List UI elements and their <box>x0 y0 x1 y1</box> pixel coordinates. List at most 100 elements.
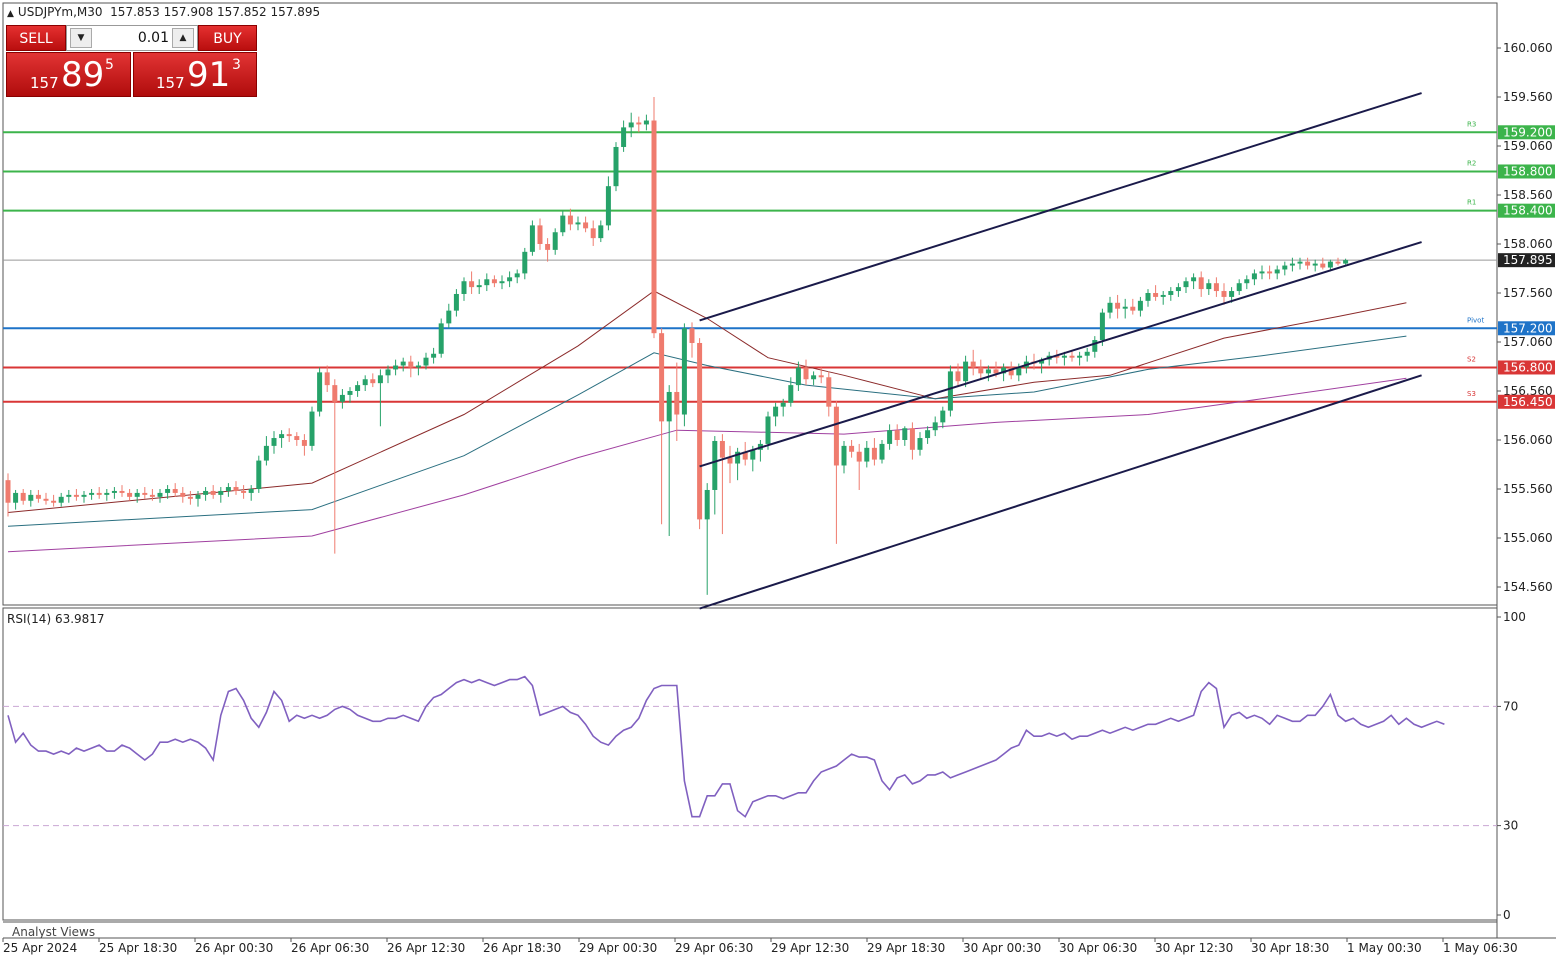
level-tag-s3 <box>1498 394 1555 409</box>
candle <box>560 210 566 237</box>
candle <box>970 349 976 376</box>
candle <box>1145 289 1151 307</box>
candle <box>1115 294 1121 319</box>
candle <box>818 367 824 384</box>
candle-body <box>826 377 832 407</box>
candle-body <box>575 222 581 225</box>
time-tick-label: 26 Apr 00:30 <box>195 941 273 955</box>
sell-button[interactable]: SELL <box>6 25 66 51</box>
candle-body <box>1137 300 1143 311</box>
candle-body <box>552 232 558 250</box>
current-price-tag <box>1498 253 1555 268</box>
candle-body <box>233 487 239 491</box>
candle <box>826 371 832 417</box>
price-tick-label: 155.060 <box>1503 531 1553 545</box>
candle-body <box>856 451 862 462</box>
level-name-label: Pivot <box>1467 316 1484 324</box>
candle <box>408 355 414 378</box>
level-name-label: S3 <box>1467 390 1476 398</box>
candle <box>1267 265 1273 280</box>
candle <box>20 489 26 505</box>
time-tick-label: 1 May 06:30 <box>1443 941 1518 955</box>
time-tick-label: 30 Apr 12:30 <box>1155 941 1233 955</box>
candle <box>1305 257 1311 270</box>
sell-price-button[interactable]: 157 89 5 <box>6 52 131 97</box>
candle-body <box>590 228 596 239</box>
candle <box>643 114 649 131</box>
candle-body <box>1084 351 1090 356</box>
candle-body <box>499 281 505 284</box>
price-tick-label: 156.060 <box>1503 433 1553 447</box>
candle <box>294 432 300 446</box>
candle <box>1153 285 1159 301</box>
candle <box>719 434 725 535</box>
collapse-triangle-icon[interactable]: ▲ <box>7 9 14 19</box>
candle <box>788 377 794 407</box>
candle <box>1343 258 1349 265</box>
candle-body <box>423 357 429 366</box>
level-name-label: R3 <box>1467 120 1476 128</box>
candle-body <box>1221 291 1227 297</box>
candle-body <box>773 406 779 417</box>
level-tag-r2 <box>1498 164 1555 179</box>
candle <box>263 436 269 466</box>
candle <box>248 485 254 501</box>
candle <box>803 359 809 386</box>
candle <box>712 436 718 515</box>
candle-body <box>963 361 969 382</box>
candle <box>484 273 490 292</box>
sell-price-pipette: 5 <box>105 57 114 73</box>
candle-body <box>1289 263 1295 266</box>
candle <box>902 426 908 446</box>
candle-body <box>788 385 794 403</box>
candle-body <box>894 430 900 440</box>
level-tag-s2 <box>1498 360 1555 375</box>
lot-decrease-icon[interactable]: ▼ <box>70 28 92 48</box>
sell-price-big: 89 <box>61 55 105 95</box>
time-tick-label: 30 Apr 06:30 <box>1059 941 1137 955</box>
candle <box>605 176 611 231</box>
candle <box>1107 296 1113 319</box>
candle <box>628 112 634 138</box>
lot-size-input[interactable]: 0.01 <box>137 30 169 46</box>
rsi-line <box>7 675 1445 818</box>
candle <box>887 424 893 450</box>
candle <box>218 487 224 503</box>
candle <box>73 489 79 501</box>
candle <box>415 361 421 376</box>
candle <box>537 218 543 250</box>
candle-body <box>484 279 490 286</box>
candle-body <box>96 492 102 495</box>
candle-body <box>165 489 171 493</box>
candle <box>955 363 961 388</box>
level-name-label: R2 <box>1467 159 1476 167</box>
candle-body <box>1282 265 1288 270</box>
candle <box>1320 257 1326 270</box>
candle-body <box>20 492 26 501</box>
candle-body <box>1236 283 1242 292</box>
candle-body <box>1320 263 1326 268</box>
candle-body <box>1259 271 1265 274</box>
candle-body <box>1206 283 1212 290</box>
candle-body <box>218 490 224 495</box>
buy-price-button[interactable]: 157 91 3 <box>133 52 257 97</box>
level-price-label: 156.800 <box>1503 360 1553 374</box>
candle <box>1221 283 1227 305</box>
candle <box>636 116 642 133</box>
buy-button[interactable]: BUY <box>198 25 257 51</box>
candle <box>575 216 581 231</box>
candle-body <box>940 410 946 423</box>
candle-body <box>385 369 391 376</box>
candle-body <box>887 430 893 444</box>
candle-body <box>795 367 801 386</box>
level-price-label: 157.200 <box>1503 321 1553 335</box>
candle <box>742 441 748 466</box>
one-click-trade-panel: SELL ▼ 0.01 ▲ BUY 157 89 5 157 91 3 <box>6 25 257 97</box>
candle-body <box>370 379 376 384</box>
candle <box>651 97 657 339</box>
candle <box>909 422 915 460</box>
lot-increase-icon[interactable]: ▲ <box>172 28 194 48</box>
candle-body <box>1335 261 1341 264</box>
price-tick-label: 158.560 <box>1503 188 1553 202</box>
candle <box>598 220 604 243</box>
